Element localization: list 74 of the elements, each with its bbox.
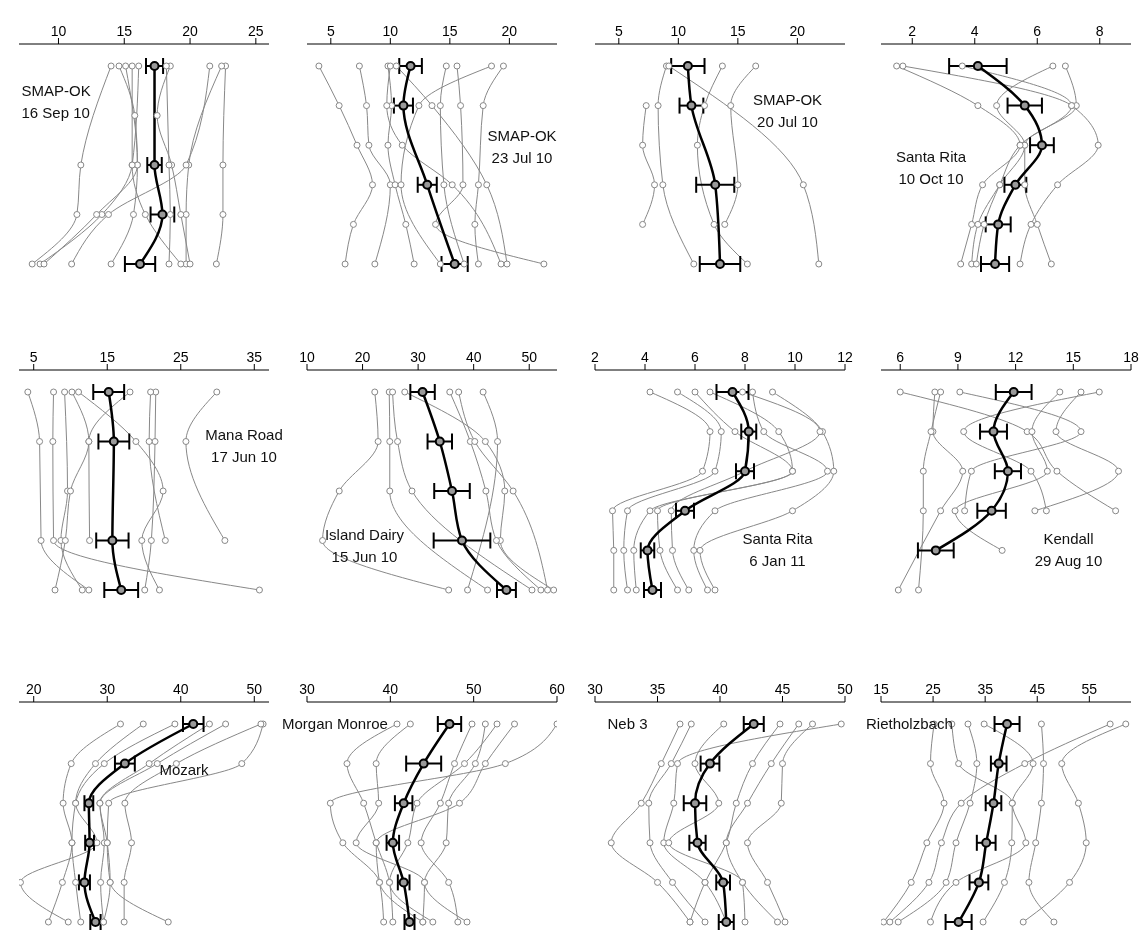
annotation: Morgan Monroe [282,714,389,735]
annotation: Neb 3 [607,714,649,735]
x-tick-label: 45 [774,681,791,697]
x-tick-label: 5 [326,23,335,39]
x-tick-label: 40 [382,681,399,697]
x-tick-label: 60 [549,681,565,697]
x-tick-label: 50 [246,681,263,697]
x-tick-label: 18 [1123,349,1139,365]
x-tick-label: 4 [641,349,650,365]
x-tick-label: 10 [382,23,399,39]
annotation: Santa Rita [894,146,967,167]
annotation: Mozark [158,759,210,780]
x-tick-label: 15 [873,681,889,697]
x-tick-label: 15 [1065,349,1082,365]
x-tick-label: 15 [116,23,133,39]
x-tick-label: 30 [99,681,116,697]
x-tick-label: 10 [50,23,67,39]
x-tick-label: 20 [25,681,42,697]
x-tick-label: 8 [1095,23,1104,39]
x-tick-label: 8 [741,349,750,365]
annotation: Mana Road [204,425,284,446]
x-tick-label: 40 [465,349,482,365]
x-tick-label: 20 [354,349,371,365]
annotation: Kendall [1042,529,1095,550]
x-tick-label: 10 [787,349,803,365]
annotation: SMAP-OK [21,81,92,102]
x-tick-label: 5 [614,23,623,39]
x-tick-label: 10 [670,23,687,39]
x-tick-label: 2 [591,349,600,365]
x-tick-label: 25 [172,349,189,365]
annotation: SMAP-OK [751,90,824,111]
x-tick-label: 30 [410,349,427,365]
annotation: 29 Aug 10 [1033,551,1104,572]
x-tick-label: 20 [501,23,518,39]
annotation: Santa Rita [741,529,814,550]
x-tick-label: 12 [1007,349,1024,365]
x-tick-label: 15 [99,349,116,365]
x-tick-label: 6 [1033,23,1042,39]
x-tick-label: 6 [691,349,700,365]
x-tick-label: 30 [587,681,603,697]
x-tick-label: 20 [789,23,806,39]
annotation: 16 Sep 10 [21,103,91,124]
annotation: 10 Oct 10 [897,168,965,189]
annotation: 23 Jul 10 [490,148,554,169]
x-tick-label: 50 [521,349,538,365]
x-tick-label: 30 [299,681,315,697]
annotation: 20 Jul 10 [756,112,819,133]
x-tick-label: 50 [837,681,853,697]
x-tick-label: 40 [712,681,728,697]
x-tick-label: 15 [730,23,746,39]
x-tick-label: 25 [925,681,942,697]
annotation: 6 Jan 11 [748,551,807,572]
annotation: 15 Jun 10 [330,546,399,567]
annotation: Rietholzbach [866,714,954,735]
x-tick-label: 2 [908,23,917,39]
x-tick-label: 55 [1081,681,1098,697]
x-tick-label: 25 [248,23,264,39]
x-tick-label: 4 [970,23,979,39]
x-tick-label: 5 [29,349,38,365]
x-tick-label: 10 [299,349,315,365]
x-tick-label: 40 [172,681,189,697]
x-tick-label: 6 [896,349,905,365]
annotation: SMAP-OK [486,126,558,147]
x-tick-label: 20 [182,23,199,39]
x-tick-label: 50 [465,681,482,697]
x-tick-label: 15 [442,23,458,39]
x-tick-label: 45 [1029,681,1046,697]
x-tick-label: 35 [246,349,263,365]
x-tick-label: 12 [837,349,853,365]
annotation: Island Dairy [323,524,406,545]
x-tick-label: 35 [977,681,994,697]
x-tick-label: 9 [954,349,963,365]
x-tick-label: 35 [649,681,666,697]
annotation: 17 Jun 10 [210,447,278,468]
